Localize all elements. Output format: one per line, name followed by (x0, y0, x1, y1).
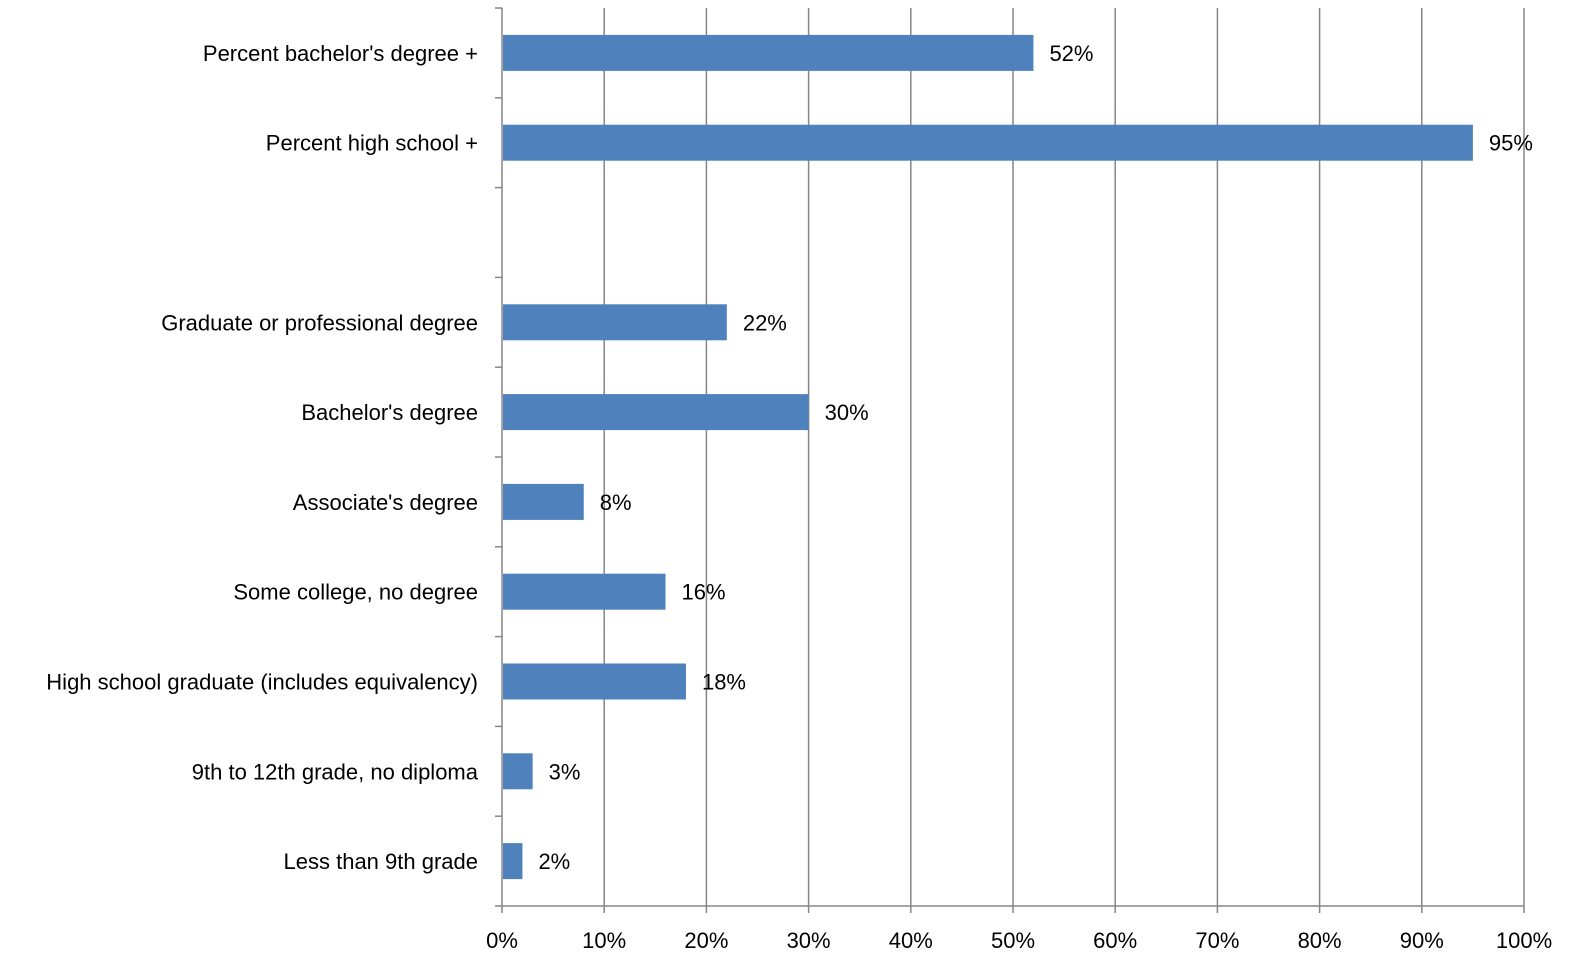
bar (503, 573, 666, 610)
x-tick-label: 0% (486, 928, 518, 953)
x-tick-label: 40% (889, 928, 933, 953)
data-label: 16% (682, 580, 726, 605)
bars (503, 34, 1473, 880)
x-tick-label: 10% (582, 928, 626, 953)
category-label: Some college, no degree (233, 580, 478, 605)
bar (503, 394, 809, 431)
data-label: 52% (1049, 41, 1093, 66)
category-label: 9th to 12th grade, no diploma (192, 759, 479, 784)
bar (503, 304, 727, 341)
data-label: 95% (1489, 131, 1533, 156)
x-tick-label: 30% (787, 928, 831, 953)
category-label: Percent high school + (266, 131, 478, 156)
category-label: Bachelor's degree (301, 400, 478, 425)
labels: 0% 10% 20% 30% 40% 50% 60% 70% 80% 90% 100% Percent… (46, 41, 1552, 953)
x-tick-label: 100% (1496, 928, 1552, 953)
category-label: Associate's degree (293, 490, 478, 515)
x-tick-label: 70% (1195, 928, 1239, 953)
bar (503, 483, 584, 520)
x-tick-label: 50% (991, 928, 1035, 953)
category-label: Less than 9th grade (284, 849, 478, 874)
data-label: 30% (825, 400, 869, 425)
data-label: 22% (743, 310, 787, 335)
bar (503, 843, 523, 880)
category-label: Graduate or professional degree (161, 310, 478, 335)
bar (503, 753, 533, 790)
axes (495, 7, 1525, 913)
data-label: 3% (549, 759, 581, 784)
category-label: Percent bachelor's degree + (203, 41, 478, 66)
data-label: 18% (702, 670, 746, 695)
x-tick-label: 20% (684, 928, 728, 953)
bar (503, 663, 686, 700)
data-label: 2% (538, 849, 570, 874)
x-tick-label: 90% (1400, 928, 1444, 953)
x-tick-label: 60% (1093, 928, 1137, 953)
data-label: 8% (600, 490, 632, 515)
bar (503, 124, 1473, 161)
category-label: High school graduate (includes equivalen… (46, 670, 478, 695)
bar (503, 34, 1034, 71)
x-tick-label: 80% (1298, 928, 1342, 953)
